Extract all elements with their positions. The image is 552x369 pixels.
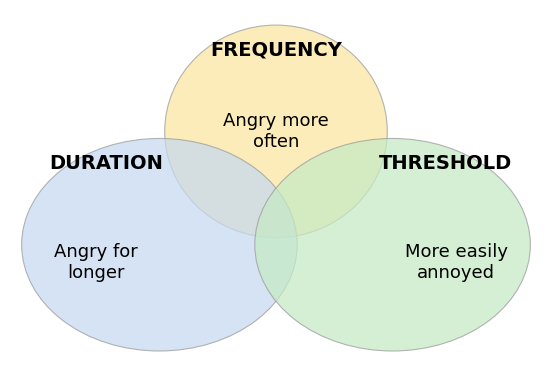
Text: Angry for
longer: Angry for longer	[54, 243, 137, 282]
Text: Angry more
often: Angry more often	[223, 112, 329, 151]
Ellipse shape	[22, 138, 297, 351]
Text: More easily
annoyed: More easily annoyed	[405, 243, 508, 282]
Text: THRESHOLD: THRESHOLD	[379, 154, 512, 173]
Ellipse shape	[255, 138, 530, 351]
Ellipse shape	[164, 25, 388, 238]
Text: DURATION: DURATION	[50, 154, 163, 173]
Text: FREQUENCY: FREQUENCY	[210, 40, 342, 59]
